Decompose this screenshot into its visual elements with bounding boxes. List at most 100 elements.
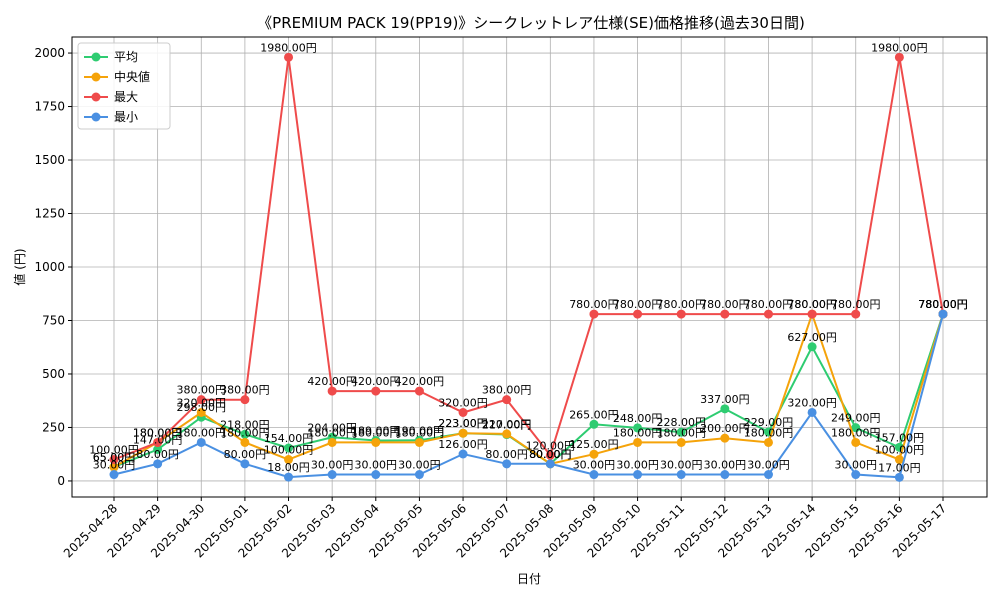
data-label: 298.00円 [177, 401, 227, 414]
y-axis-label: 値 (円) [12, 248, 27, 285]
y-tick-label: 0 [57, 474, 65, 488]
data-point [502, 429, 512, 439]
data-label: 180.00円 [220, 426, 270, 439]
series-line-1 [113, 310, 944, 468]
data-label: 17.00円 [878, 461, 921, 474]
data-label: 780.00円 [569, 298, 619, 311]
data-label: 154.00円 [264, 432, 314, 445]
data-point [676, 437, 686, 447]
data-label: 180.00円 [613, 426, 663, 439]
x-axis-ticks: 2025-04-282025-04-292025-04-302025-05-01… [61, 497, 949, 560]
data-point [414, 386, 424, 396]
data-label: 1980.00円 [260, 41, 317, 54]
data-label: 780.00円 [918, 298, 968, 311]
data-label: 80.00円 [529, 448, 572, 461]
data-label: 249.00円 [831, 412, 881, 425]
data-point [109, 470, 119, 480]
data-point [894, 455, 904, 465]
data-point [153, 437, 163, 447]
data-label: 180.00円 [307, 426, 357, 439]
data-point [284, 472, 294, 482]
data-label: 200.00円 [700, 422, 750, 435]
data-label: 220.00円 [482, 418, 532, 431]
data-point [938, 309, 948, 319]
data-point [676, 309, 686, 319]
data-point [851, 423, 861, 433]
data-label: 18.00円 [267, 461, 310, 474]
data-point [327, 437, 337, 447]
data-point [371, 386, 381, 396]
chart-title: 《PREMIUM PACK 19(PP19)》シークレットレア仕様(SE)価格推… [257, 14, 805, 32]
data-label: 780.00円 [613, 298, 663, 311]
data-label: 1980.00円 [871, 41, 928, 54]
data-label: 30.00円 [660, 459, 703, 472]
data-label: 180.00円 [177, 426, 227, 439]
data-label: 180.00円 [351, 426, 401, 439]
data-point [720, 404, 730, 414]
data-label: 420.00円 [307, 375, 357, 388]
data-point [414, 470, 424, 480]
data-point [284, 52, 294, 62]
data-point [763, 437, 773, 447]
data-label: 780.00円 [918, 298, 968, 311]
data-label: 30.00円 [311, 459, 354, 472]
legend-marker-3 [91, 112, 101, 122]
data-label: 80.00円 [485, 448, 528, 461]
data-label: 420.00円 [395, 375, 445, 388]
data-label: 627.00円 [787, 331, 837, 344]
x-axis-label: 日付 [517, 572, 541, 586]
data-label: 30.00円 [93, 459, 136, 472]
y-tick-label: 2000 [34, 46, 65, 60]
data-point [589, 309, 599, 319]
data-label: 30.00円 [398, 459, 441, 472]
data-label: 189.00円 [351, 425, 401, 438]
data-label: 80.00円 [529, 448, 572, 461]
data-point [676, 470, 686, 480]
data-point [633, 423, 643, 433]
data-point [894, 472, 904, 482]
data-point [153, 459, 163, 469]
data-point [676, 427, 686, 437]
y-tick-label: 1500 [34, 153, 65, 167]
data-label: 780.00円 [787, 298, 837, 311]
data-label: 30.00円 [616, 459, 659, 472]
data-label: 780.00円 [918, 298, 968, 311]
data-point [240, 459, 250, 469]
data-point [589, 419, 599, 429]
data-point [633, 470, 643, 480]
data-label: 126.00円 [438, 438, 488, 451]
grid [72, 37, 987, 497]
data-label: 780.00円 [787, 298, 837, 311]
data-label: 420.00円 [351, 375, 401, 388]
data-label: 380.00円 [177, 384, 227, 397]
data-label: 147.00円 [133, 434, 183, 447]
y-tick-label: 1750 [34, 100, 65, 114]
data-label: 30.00円 [355, 459, 398, 472]
data-label: 180.00円 [744, 426, 794, 439]
legend-marker-2 [91, 92, 101, 102]
data-label: 780.00円 [744, 298, 794, 311]
data-label: 780.00円 [918, 298, 968, 311]
data-point [240, 429, 250, 439]
data-label: 337.00円 [700, 393, 750, 406]
data-point [240, 395, 250, 405]
data-label: 223.00円 [438, 417, 488, 430]
data-point [633, 309, 643, 319]
data-point [153, 445, 163, 455]
legend-label-3: 最小 [114, 110, 138, 124]
data-point [633, 437, 643, 447]
data-point [545, 459, 555, 469]
data-label: 80.00円 [224, 448, 267, 461]
data-point [458, 449, 468, 459]
data-label: 248.00円 [613, 412, 663, 425]
data-label: 100.00円 [875, 444, 925, 457]
data-label: 30.00円 [747, 459, 790, 472]
data-point [284, 443, 294, 453]
data-point [851, 470, 861, 480]
legend-label-1: 中央値 [114, 69, 150, 84]
data-label: 320.00円 [438, 396, 488, 409]
data-label: 180.00円 [133, 426, 183, 439]
data-point [109, 455, 119, 465]
